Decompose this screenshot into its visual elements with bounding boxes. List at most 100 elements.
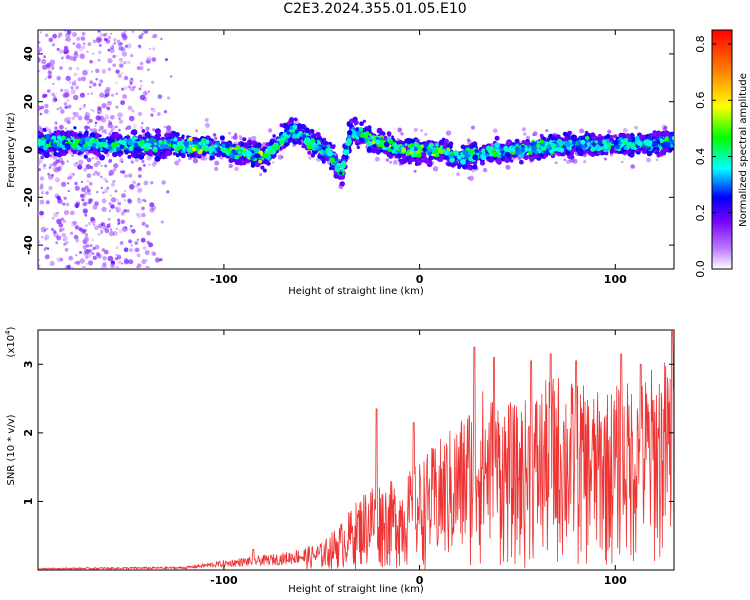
spectrogram-noise-mark <box>148 242 154 248</box>
spectrogram-noise-mark <box>29 79 31 81</box>
spectrogram-noise-mark <box>38 57 41 63</box>
spectrogram-noise-mark <box>84 233 89 237</box>
spectrogram-noise-mark <box>142 246 147 250</box>
spectrogram-noise-mark <box>39 176 45 181</box>
spectrogram-noise-mark <box>61 217 64 221</box>
spectrogram-noise-mark <box>101 264 107 269</box>
spectrogram-noise-mark <box>117 201 122 206</box>
spectrogram-noise-mark <box>123 257 129 263</box>
spectrogram-band-mark <box>457 165 461 169</box>
spectrogram-noise-mark <box>110 197 117 203</box>
spectrogram-band-mark <box>172 152 177 156</box>
spectrogram-noise-mark <box>110 125 116 131</box>
spectrogram-noise-mark <box>24 181 28 185</box>
spectrogram-noise-mark <box>101 206 107 213</box>
spectrogram-noise-mark <box>116 54 119 57</box>
spectrogram-noise-mark <box>107 67 112 72</box>
spectrogram-noise-mark <box>157 112 161 116</box>
spectrogram-noise-mark <box>92 172 96 176</box>
spectrogram-core-mark <box>43 146 48 151</box>
spectrogram-noise-mark <box>62 219 67 224</box>
spectrogram-noise-mark <box>42 166 47 170</box>
spectrogram-noise-mark <box>149 47 152 50</box>
spectrogram-noise-mark <box>84 112 91 118</box>
spectrogram-noise-mark <box>64 247 69 252</box>
spectrogram-haze-mark <box>146 155 152 161</box>
spectrogram-noise-mark <box>82 208 88 214</box>
spectrogram-band-mark <box>448 141 454 147</box>
spectrogram-noise-mark <box>115 265 120 269</box>
spectrogram-noise-mark <box>58 49 64 54</box>
spectrogram-noise-mark <box>110 115 115 120</box>
spectrogram-core-mark <box>439 145 443 149</box>
spectrogram-noise-mark <box>138 174 142 178</box>
spectrogram-noise-mark <box>84 185 89 190</box>
spectrogram-noise-mark <box>106 100 112 106</box>
spectrogram-core-mark <box>104 145 108 148</box>
spectrogram-core-mark <box>585 135 590 141</box>
spectrogram-noise-mark <box>61 201 64 205</box>
spectrogram-noise-mark <box>123 61 127 65</box>
spectrogram-band-mark <box>72 149 77 155</box>
spectrogram-noise-mark <box>60 109 65 114</box>
spectrogram-noise-mark <box>136 253 141 258</box>
spectrogram-noise-mark <box>92 255 98 260</box>
spectrogram-noise-mark <box>63 102 68 106</box>
spectrogram-band-mark <box>505 158 510 163</box>
spectrogram-band-mark <box>408 156 415 163</box>
spectrogram-noise-mark <box>35 40 38 43</box>
spectrogram-noise-mark <box>124 190 127 193</box>
spectrogram-noise-mark <box>73 72 78 77</box>
spectrogram-noise-mark <box>22 66 25 69</box>
spectrogram-noise-mark <box>123 38 127 42</box>
spectrogram-noise-mark <box>51 65 55 69</box>
spectrogram-noise-mark <box>121 32 127 38</box>
spectrogram-noise-mark <box>78 46 84 52</box>
spectrogram-noise-mark <box>12 258 16 262</box>
spectrogram-noise-mark <box>14 55 17 58</box>
spectrogram-noise-mark <box>0 121 3 125</box>
spectrogram-noise-mark <box>117 218 121 222</box>
spectrogram-noise-mark <box>32 264 36 268</box>
spectrogram-noise-mark <box>53 95 57 99</box>
spectrogram-noise-mark <box>44 109 49 114</box>
spectrogram-noise-mark <box>86 188 91 193</box>
spectrogram-haze-mark <box>385 158 390 162</box>
spectrogram-noise-mark <box>92 246 96 251</box>
spectrogram-noise-mark <box>63 210 70 216</box>
spectrogram-band-mark <box>303 144 308 149</box>
spectrogram-band-mark <box>325 157 330 162</box>
spectrogram-haze-mark <box>113 163 119 169</box>
spectrogram-noise-mark <box>74 79 77 82</box>
spectrogram-noise-mark <box>136 66 141 70</box>
spectrogram-noise-mark <box>119 63 124 68</box>
spectrogram-noise-mark <box>112 231 118 236</box>
spectrogram-band-mark <box>628 151 635 158</box>
spectrogram-haze-mark <box>234 166 239 172</box>
spectrogram-noise-mark <box>164 58 168 62</box>
spectrogram-noise-mark <box>86 244 90 248</box>
spectrogram-noise-mark <box>56 75 61 81</box>
spectrogram-noise-mark <box>40 155 45 160</box>
spectrogram-noise-mark <box>105 180 109 183</box>
spectrogram-haze-mark <box>397 127 403 133</box>
spectrogram-band-mark <box>394 155 399 159</box>
spectrogram-band-mark <box>82 133 87 138</box>
spectrogram-noise-mark <box>82 202 87 207</box>
spectrogram-noise-mark <box>32 117 35 120</box>
spectrogram-haze-mark <box>204 117 209 123</box>
spectrogram-noise-mark <box>104 114 109 119</box>
spectrogram-noise-mark <box>91 252 95 255</box>
spectrogram-noise-mark <box>124 44 128 48</box>
spectrogram-noise-mark <box>60 57 64 60</box>
spectrogram-noise-mark <box>28 230 32 234</box>
spectrogram-noise-mark <box>22 42 24 44</box>
spectrogram-noise-mark <box>141 221 146 226</box>
spectrogram-noise-mark <box>33 263 36 266</box>
spectrogram-noise-mark <box>117 221 121 225</box>
spectrogram-noise-mark <box>41 236 44 239</box>
spectrogram-noise-mark <box>95 115 101 121</box>
spectrogram-core-mark <box>428 142 435 149</box>
spectrogram-noise-mark <box>95 156 99 160</box>
spectrogram-band-mark <box>567 130 572 136</box>
